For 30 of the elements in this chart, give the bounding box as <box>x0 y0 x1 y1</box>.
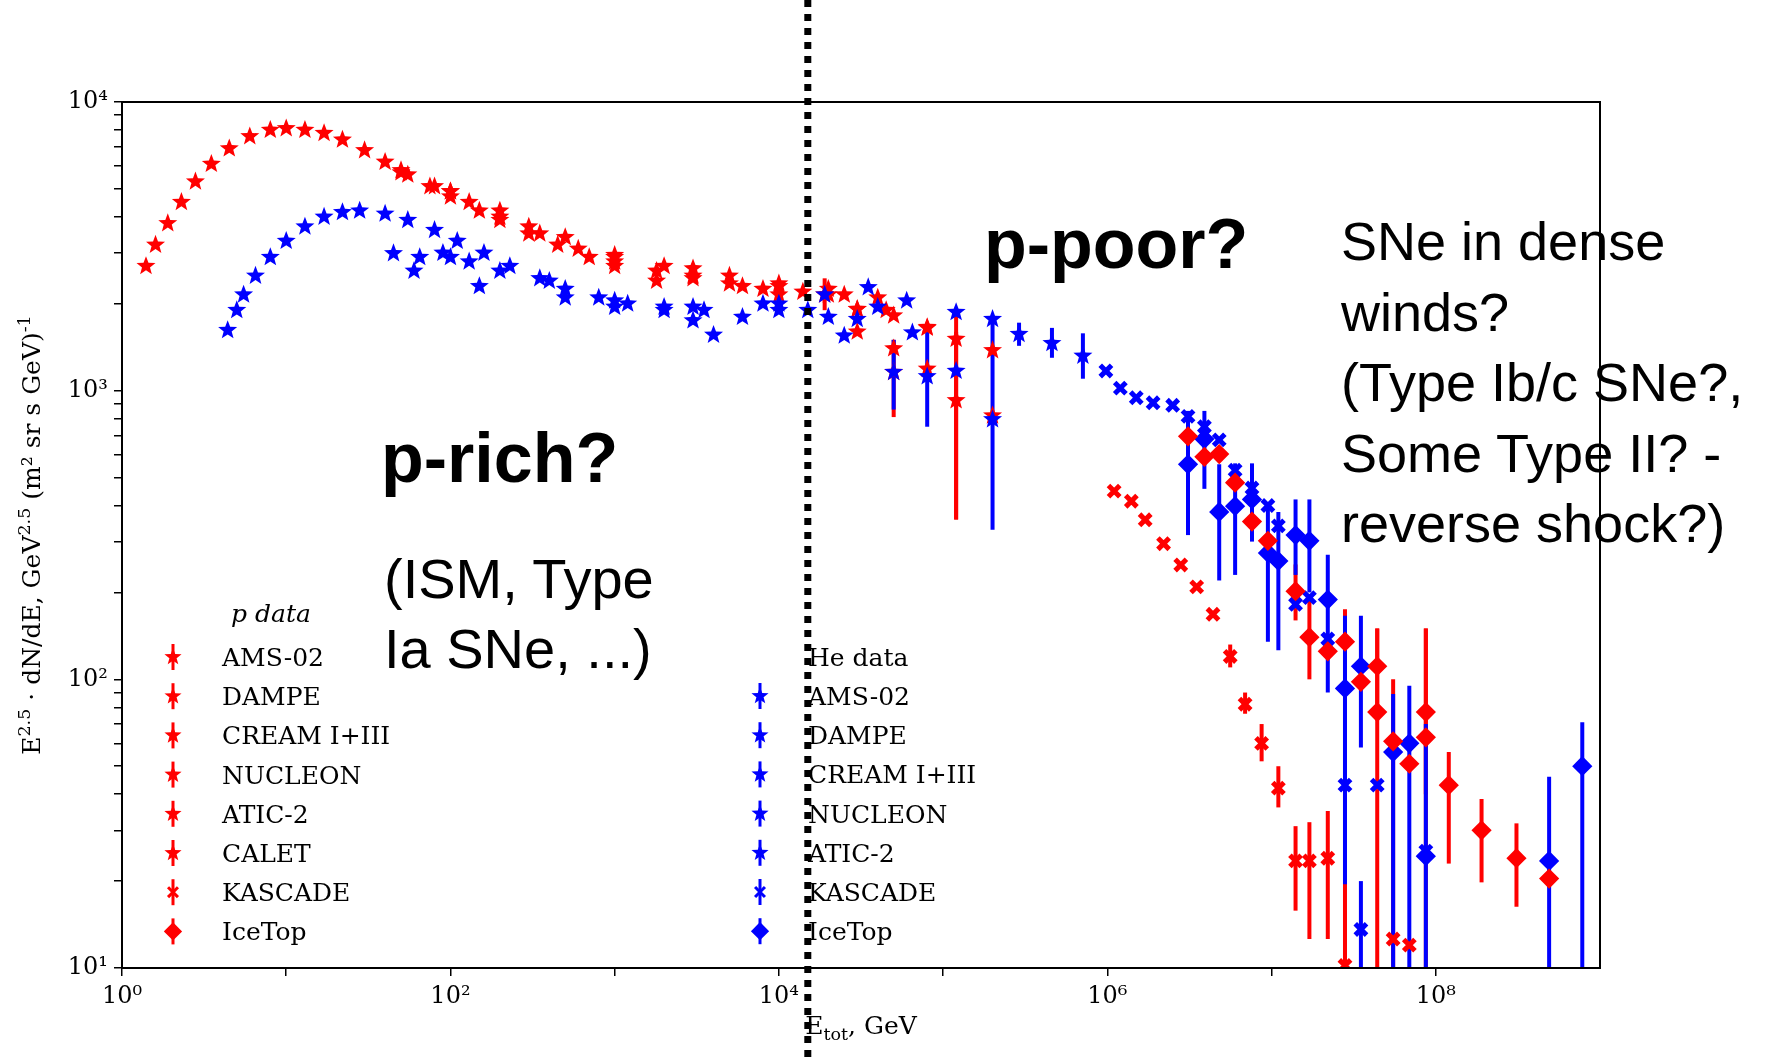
legend-label: AMS-02 <box>221 643 324 672</box>
legend-label: NUCLEON <box>808 799 948 829</box>
y-axis-title: E2.5 · dN/dE, GeV2.5 (m² sr s GeV)-1 <box>14 315 46 755</box>
x-tick-label: 10⁶ <box>1087 980 1128 1009</box>
legend-label: KASCADE <box>222 878 351 908</box>
legend-label: IceTop <box>808 917 893 947</box>
annotation: (ISM, Type Ia SNe, ...) <box>384 547 654 680</box>
legend-label: IceTop <box>222 917 307 947</box>
y-tick-label: 10³ <box>67 374 108 403</box>
legend-label: CALET <box>222 839 312 868</box>
x-tick-label: 10² <box>430 980 471 1009</box>
legend-label: CREAM I+III <box>222 721 391 751</box>
legend-label: ATIC-2 <box>221 799 309 829</box>
legend-label: KASCADE <box>808 878 937 907</box>
legend-label: NUCLEON <box>222 760 362 790</box>
legend-label: AMS-02 <box>807 682 910 711</box>
y-tick-label: 10⁴ <box>67 86 108 115</box>
x-tick-label: 10⁴ <box>758 980 799 1009</box>
legend-label: CREAM I+III <box>808 760 977 790</box>
legend-label: ATIC-2 <box>807 838 895 868</box>
annotation: He data <box>808 643 909 672</box>
legend-title: p data <box>231 599 311 628</box>
y-tick-label: 10¹ <box>67 952 108 981</box>
y-tick-label: 10² <box>67 663 108 692</box>
legend-label: DAMPE <box>222 682 321 712</box>
annotation: p-poor? <box>984 205 1249 283</box>
annotation: p-rich? <box>381 419 619 497</box>
x-tick-label: 10⁸ <box>1415 980 1456 1009</box>
legend-label: DAMPE <box>808 721 907 751</box>
x-tick-label: 10⁰ <box>101 980 143 1009</box>
